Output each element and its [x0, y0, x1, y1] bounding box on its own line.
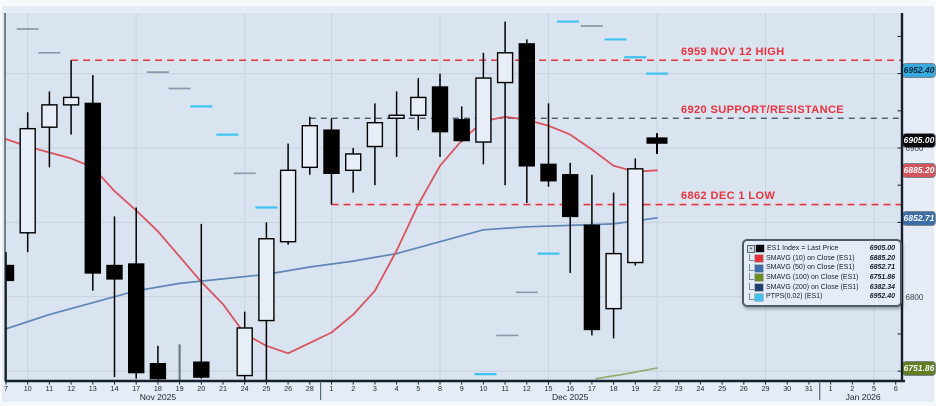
svg-text:8: 8: [438, 384, 442, 393]
ptps-dashes: [16, 20, 668, 376]
svg-text:9: 9: [460, 384, 464, 393]
svg-text:19: 19: [176, 384, 184, 393]
svg-text:6900: 6900: [906, 144, 924, 153]
legend-label: SMAVG (100) on Close (ES1): [766, 274, 859, 282]
svg-text:11: 11: [46, 384, 53, 393]
legend-label: ES1 Index = Last Price: [767, 245, 839, 252]
svg-text:23: 23: [675, 384, 683, 393]
price-badge-6885.20: 6885.20: [903, 163, 935, 177]
svg-text:5: 5: [416, 384, 420, 393]
svg-text:1: 1: [330, 384, 334, 393]
svg-text:2: 2: [850, 384, 854, 393]
svg-text:18: 18: [610, 384, 618, 393]
svg-text:17: 17: [132, 384, 140, 393]
legend-label: SMAVG (200) on Close (ES1): [766, 283, 859, 291]
legend-value: 6382.34: [869, 283, 895, 291]
legend-tree-mark: [749, 263, 754, 271]
svg-text:15: 15: [545, 384, 553, 393]
legend-tree-mark: [749, 283, 754, 291]
svg-text:7: 7: [4, 384, 8, 393]
svg-text:Nov 2025: Nov 2025: [140, 392, 177, 402]
legend-value: 6751.86: [869, 274, 895, 282]
svg-text:25: 25: [262, 384, 270, 393]
svg-text:14: 14: [111, 384, 119, 393]
svg-text:Dec 2025: Dec 2025: [552, 392, 589, 402]
legend-row[interactable]: SMAVG (50) on Close (ES1) 6852.71: [747, 263, 895, 273]
legend-color-swatch: [756, 245, 764, 253]
svg-text:19: 19: [631, 384, 639, 393]
svg-text:20: 20: [197, 384, 205, 393]
svg-text:3: 3: [373, 384, 377, 393]
legend-row[interactable]: SMAVG (100) on Close (ES1) 6751.86: [747, 273, 895, 283]
svg-text:21: 21: [219, 384, 227, 393]
svg-text:24: 24: [241, 384, 249, 393]
svg-text:28: 28: [306, 384, 314, 393]
svg-text:29: 29: [762, 384, 770, 393]
legend-tree-mark: [749, 254, 754, 262]
svg-text:2: 2: [351, 384, 355, 393]
legend-row[interactable]: SMAVG (200) on Close (ES1) 6382.34: [747, 283, 895, 293]
legend-value: 6885.20: [869, 254, 895, 262]
price-badge-6751.86: 6751.86: [903, 361, 935, 375]
legend-color-swatch: [755, 264, 763, 272]
price-badge-6905.00: 6905.00: [903, 134, 935, 148]
svg-text:4: 4: [395, 384, 399, 393]
legend-row[interactable]: PTPS(0.02) (ES1) 6952.40: [747, 292, 895, 302]
svg-text:12: 12: [67, 384, 75, 393]
legend-row[interactable]: SMAVG (10) on Close (ES1) 6885.20: [747, 254, 895, 264]
legend-value: 6952.40: [869, 293, 895, 301]
svg-text:1: 1: [829, 384, 833, 393]
svg-text:26: 26: [740, 384, 748, 393]
legend-value: 6852.71: [869, 264, 895, 272]
svg-text:12: 12: [523, 384, 531, 393]
legend-value: 6905.00: [869, 245, 895, 252]
legend-label: SMAVG (10) on Close (ES1): [766, 254, 855, 262]
svg-text:17: 17: [588, 384, 596, 393]
svg-text:31: 31: [805, 384, 813, 393]
candles-layer: [5, 21, 668, 381]
price-badge-6952.40: 6952.40: [903, 63, 935, 77]
svg-text:22: 22: [653, 384, 661, 393]
legend-color-swatch: [755, 293, 763, 301]
annotation-dec1-low[interactable]: 6862 DEC 1 LOW: [681, 190, 776, 203]
level-lines: [71, 59, 902, 206]
svg-text:11: 11: [501, 384, 508, 393]
annotation-support-resistance[interactable]: 6920 SUPPORT/RESISTANCE: [681, 103, 845, 116]
svg-text:Jan 2026: Jan 2026: [846, 392, 881, 402]
legend-color-swatch: [755, 274, 763, 282]
legend-label: SMAVG (50) on Close (ES1): [766, 264, 855, 272]
svg-text:30: 30: [783, 384, 791, 393]
legend-color-swatch: [755, 255, 763, 263]
annotation-nov12-high[interactable]: 6959 NOV 12 HIGH: [681, 45, 785, 58]
svg-text:6800: 6800: [906, 293, 924, 302]
price-badge-6852.71: 6852.71: [903, 211, 935, 225]
svg-text:18: 18: [154, 384, 162, 393]
svg-text:25: 25: [718, 384, 726, 393]
chart-legend[interactable]: + ES1 Index = Last Price 6905.00 SMAVG (10)…: [742, 239, 902, 308]
svg-text:16: 16: [566, 384, 574, 393]
legend-tree-mark: [749, 292, 754, 300]
svg-text:6: 6: [894, 384, 898, 393]
legend-collapse-icon[interactable]: +: [747, 244, 755, 253]
svg-text:26: 26: [284, 384, 292, 393]
svg-text:5: 5: [872, 384, 876, 393]
legend-color-swatch: [755, 284, 763, 292]
legend-row[interactable]: + ES1 Index = Last Price 6905.00: [747, 244, 895, 254]
legend-label: PTPS(0.02) (ES1): [766, 293, 823, 301]
legend-tree-mark: [749, 273, 754, 281]
svg-text:10: 10: [479, 384, 487, 393]
svg-text:10: 10: [24, 384, 32, 393]
svg-text:13: 13: [89, 384, 97, 393]
svg-text:24: 24: [696, 384, 704, 393]
